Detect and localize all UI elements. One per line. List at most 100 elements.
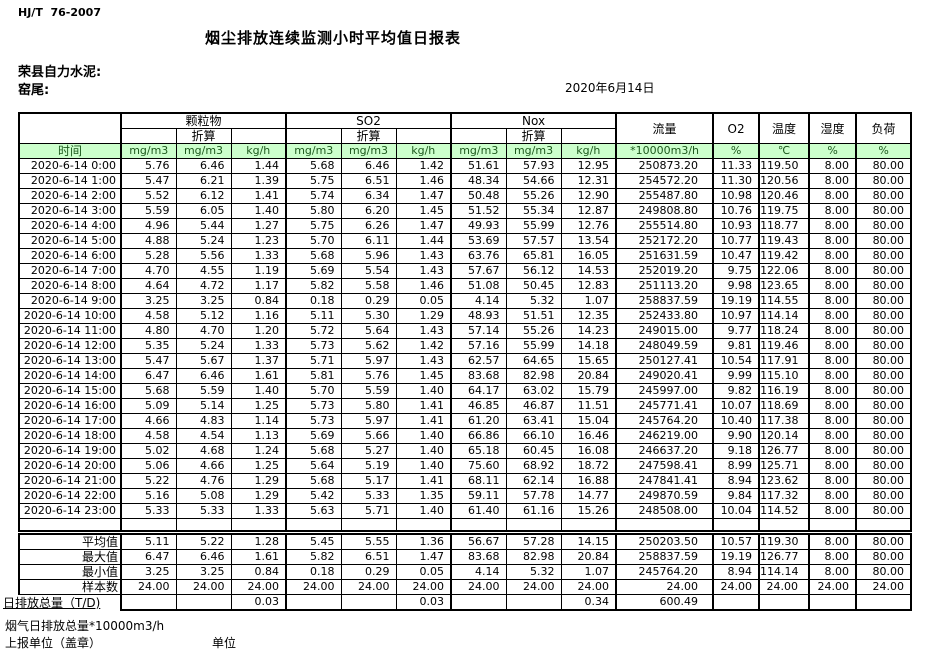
value-cell: 245771.41 bbox=[615, 398, 715, 414]
value-cell: 6.26 bbox=[340, 218, 397, 234]
value-cell: 114.55 bbox=[758, 293, 811, 309]
value-cell bbox=[285, 518, 342, 531]
value-cell: 5.64 bbox=[285, 458, 342, 474]
value-cell: 6.51 bbox=[340, 549, 397, 565]
value-cell: 61.40 bbox=[450, 503, 507, 519]
value-cell: 12.95 bbox=[560, 158, 618, 174]
value-cell bbox=[505, 594, 562, 611]
value-cell: 80.00 bbox=[855, 173, 912, 189]
value-cell: 80.00 bbox=[855, 458, 912, 474]
value-cell: 11.30 bbox=[712, 173, 761, 189]
value-cell: 15.04 bbox=[560, 413, 618, 429]
value-cell bbox=[808, 594, 857, 611]
subheader-blank bbox=[120, 128, 177, 144]
value-cell: 46.87 bbox=[505, 398, 562, 414]
value-cell: 57.57 bbox=[505, 233, 562, 249]
value-cell: 24.00 bbox=[560, 579, 617, 595]
value-cell: 5.59 bbox=[340, 383, 397, 399]
value-cell: 80.00 bbox=[855, 218, 912, 234]
value-cell: 80.00 bbox=[855, 248, 912, 264]
value-cell: 5.11 bbox=[120, 533, 177, 550]
value-cell: 5.58 bbox=[340, 278, 397, 294]
value-cell: 80.00 bbox=[855, 549, 912, 565]
value-cell: 16.05 bbox=[560, 248, 618, 264]
value-cell: 118.24 bbox=[758, 323, 811, 339]
value-cell: 68.11 bbox=[450, 473, 507, 489]
value-cell: 80.00 bbox=[855, 203, 912, 219]
value-cell: 64.17 bbox=[450, 383, 507, 399]
value-cell: 80.00 bbox=[855, 263, 912, 279]
value-cell: 5.72 bbox=[285, 323, 342, 339]
table-row: 2020-6-14 0:00 5.76 6.46 1.44 5.68 6.46 1.42 51… bbox=[18, 158, 912, 174]
value-cell: 1.43 bbox=[395, 323, 453, 339]
value-cell bbox=[712, 594, 760, 611]
value-cell: 4.64 bbox=[120, 278, 177, 294]
subheader-converted-nox: 折算 bbox=[505, 128, 562, 144]
value-cell: 8.00 bbox=[808, 188, 858, 204]
unit-label: 单位 bbox=[212, 636, 237, 650]
value-cell: 5.80 bbox=[340, 398, 397, 414]
value-cell: 8.00 bbox=[808, 549, 857, 565]
value-cell: 258837.59 bbox=[615, 293, 715, 309]
value-cell: 57.67 bbox=[450, 263, 507, 279]
value-cell: 1.33 bbox=[230, 248, 287, 264]
value-cell: 1.40 bbox=[395, 458, 453, 474]
value-cell: 6.46 bbox=[175, 158, 232, 174]
value-cell bbox=[230, 518, 287, 531]
value-cell: 5.59 bbox=[120, 203, 177, 219]
time-cell: 2020-6-14 13:00 bbox=[18, 353, 122, 369]
value-cell: 66.86 bbox=[450, 428, 507, 444]
time-cell: 2020-6-14 15:00 bbox=[18, 383, 122, 399]
value-cell: 8.00 bbox=[808, 218, 858, 234]
value-cell: 80.00 bbox=[855, 428, 912, 444]
value-cell: 10.98 bbox=[712, 188, 761, 204]
value-cell: 119.42 bbox=[758, 248, 811, 264]
value-cell: 24.00 bbox=[758, 579, 810, 595]
value-cell: 62.14 bbox=[505, 473, 562, 489]
value-cell: 56.67 bbox=[450, 533, 507, 550]
time-cell: 2020-6-14 22:00 bbox=[18, 488, 122, 504]
value-cell: 24.00 bbox=[230, 579, 287, 595]
value-cell: 20.84 bbox=[560, 549, 617, 565]
col-group-so2: SO2 bbox=[285, 112, 453, 129]
value-cell: 57.14 bbox=[450, 323, 507, 339]
value-cell: 126.77 bbox=[758, 443, 811, 459]
value-cell: 1.45 bbox=[395, 368, 453, 384]
table-row: 2020-6-14 7:00 4.70 4.55 1.19 5.69 5.54 1.43 57… bbox=[18, 263, 912, 279]
value-cell: 1.13 bbox=[230, 428, 287, 444]
value-cell bbox=[855, 518, 912, 531]
value-cell: 54.66 bbox=[505, 173, 562, 189]
table-row: 2020-6-14 20:00 5.06 4.66 1.25 5.64 5.19 1.40 7… bbox=[18, 458, 912, 474]
value-cell: 1.25 bbox=[230, 458, 287, 474]
time-cell: 2020-6-14 1:00 bbox=[18, 173, 122, 189]
value-cell: 1.44 bbox=[395, 233, 453, 249]
value-cell: 5.33 bbox=[340, 488, 397, 504]
value-cell: 122.06 bbox=[758, 263, 811, 279]
value-cell: 251631.59 bbox=[615, 248, 715, 264]
value-cell: 5.80 bbox=[285, 203, 342, 219]
value-cell: 65.81 bbox=[505, 248, 562, 264]
table-row: 2020-6-14 17:00 4.66 4.83 1.14 5.73 5.97 1.41 6… bbox=[18, 413, 912, 429]
value-cell: 68.92 bbox=[505, 458, 562, 474]
value-cell: 249808.80 bbox=[615, 203, 715, 219]
value-cell: 5.08 bbox=[175, 488, 232, 504]
value-cell: 3.25 bbox=[120, 564, 177, 580]
value-cell: 1.43 bbox=[395, 263, 453, 279]
summary-label: 最大值 bbox=[18, 549, 122, 565]
value-cell: 1.40 bbox=[395, 443, 453, 459]
value-cell bbox=[340, 594, 397, 611]
value-cell: 24.00 bbox=[120, 579, 177, 595]
value-cell: 55.26 bbox=[505, 323, 562, 339]
value-cell: 51.52 bbox=[450, 203, 507, 219]
value-cell: 1.39 bbox=[230, 173, 287, 189]
value-cell: 0.05 bbox=[395, 293, 453, 309]
value-cell: 12.83 bbox=[560, 278, 618, 294]
value-cell: 246637.20 bbox=[615, 443, 715, 459]
value-cell: 4.14 bbox=[450, 564, 507, 580]
value-cell: 57.16 bbox=[450, 338, 507, 354]
value-cell: 5.27 bbox=[340, 443, 397, 459]
value-cell: 15.79 bbox=[560, 383, 618, 399]
value-cell bbox=[712, 518, 761, 531]
value-cell: 51.61 bbox=[450, 158, 507, 174]
value-cell: 1.40 bbox=[395, 383, 453, 399]
